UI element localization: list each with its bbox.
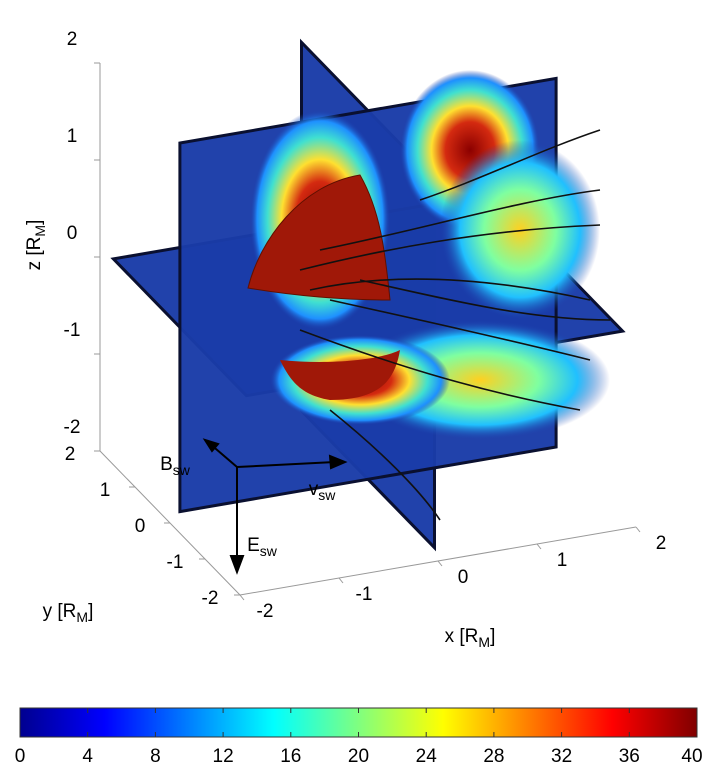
x-tick — [635, 526, 641, 533]
colorbar-tick-label: 40 — [681, 746, 702, 767]
colorbar-ticks: 0 4 8 12 16 20 24 28 32 36 40 — [15, 708, 703, 767]
y-tick-label: 0 — [135, 516, 146, 537]
y-tick-label: -1 — [167, 552, 184, 573]
colorbar-tick-label: 12 — [213, 746, 234, 767]
y-tick-label: -2 — [202, 588, 219, 609]
streamline — [419, 129, 601, 201]
colorbar-tick-label: 28 — [483, 746, 504, 767]
vector-label-part: B — [160, 454, 173, 475]
streamline — [299, 224, 601, 271]
x-tick — [437, 560, 443, 567]
streamline — [359, 279, 611, 321]
x-tick — [239, 594, 245, 601]
y-axis-label-part: ] — [88, 601, 93, 622]
x-tick — [536, 543, 542, 550]
z-tick-label: -1 — [64, 320, 81, 341]
streamline — [319, 189, 601, 251]
planet-surface — [247, 174, 391, 301]
y-tick-label: 1 — [100, 480, 111, 501]
vector-label: vsw — [309, 479, 337, 503]
arrow-head — [229, 555, 245, 575]
colorbar-tick-label: 16 — [280, 746, 301, 767]
vector-label-part: E — [247, 535, 260, 556]
vectors — [202, 438, 348, 575]
z-tick-label: 0 — [67, 223, 78, 244]
colorbar-tick-label: 20 — [348, 746, 369, 767]
x-axis-label-part: ] — [490, 626, 495, 647]
colorbar-tick-label: 36 — [619, 746, 640, 767]
vector-label-part: v — [309, 479, 319, 500]
axes — [94, 62, 641, 601]
x-axis-label: x [RM] — [445, 626, 496, 650]
colorbar-tick-label: 0 — [15, 746, 26, 767]
y-axis-label: y [RM] — [43, 601, 94, 625]
vector-label-part: sw — [318, 487, 336, 503]
y-axis-label-part: y [R — [43, 601, 77, 622]
z-tick-label: 2 — [67, 29, 78, 50]
vector-label-part: sw — [260, 543, 278, 559]
field-patches — [247, 70, 610, 440]
colorbar-tick-label: 8 — [150, 746, 161, 767]
z-tick-label: 1 — [67, 126, 78, 147]
colorbar-tick-label: 32 — [551, 746, 572, 767]
x-axis-label-part: x [R — [445, 626, 479, 647]
z-tick-label: -2 — [64, 417, 81, 438]
z-axis-label-part: M — [32, 225, 48, 237]
streamline — [329, 299, 591, 361]
planet-surface — [280, 350, 400, 400]
z-axis-label: z [RM] — [24, 220, 48, 271]
streamline — [309, 278, 591, 301]
z-axis-label-part: z [R — [24, 237, 45, 271]
streamline — [329, 409, 441, 521]
x-tick-label: 2 — [656, 533, 667, 554]
y-tick-label: 2 — [65, 444, 76, 465]
y-axis-label-part: M — [76, 609, 88, 625]
streamlines — [299, 129, 611, 521]
colorbar-tick-label: 24 — [416, 746, 438, 767]
x-tick-label: -1 — [356, 584, 373, 605]
x-tick-label: 0 — [458, 567, 469, 588]
arrow-head — [202, 438, 220, 453]
streamline — [299, 329, 581, 411]
arrow-head — [328, 454, 348, 470]
x-tick-label: -2 — [257, 601, 274, 622]
z-axis-label-part: ] — [24, 220, 45, 225]
x-tick — [338, 577, 344, 584]
vector-arrow — [236, 461, 336, 468]
colorbar-tick-label: 4 — [82, 746, 93, 767]
x-axis-label-part: M — [478, 634, 490, 650]
x-tick-label: 1 — [557, 550, 568, 571]
vector-label: Esw — [247, 535, 278, 559]
vector-label: Bsw — [160, 454, 191, 478]
vector-label-part: sw — [173, 462, 191, 478]
